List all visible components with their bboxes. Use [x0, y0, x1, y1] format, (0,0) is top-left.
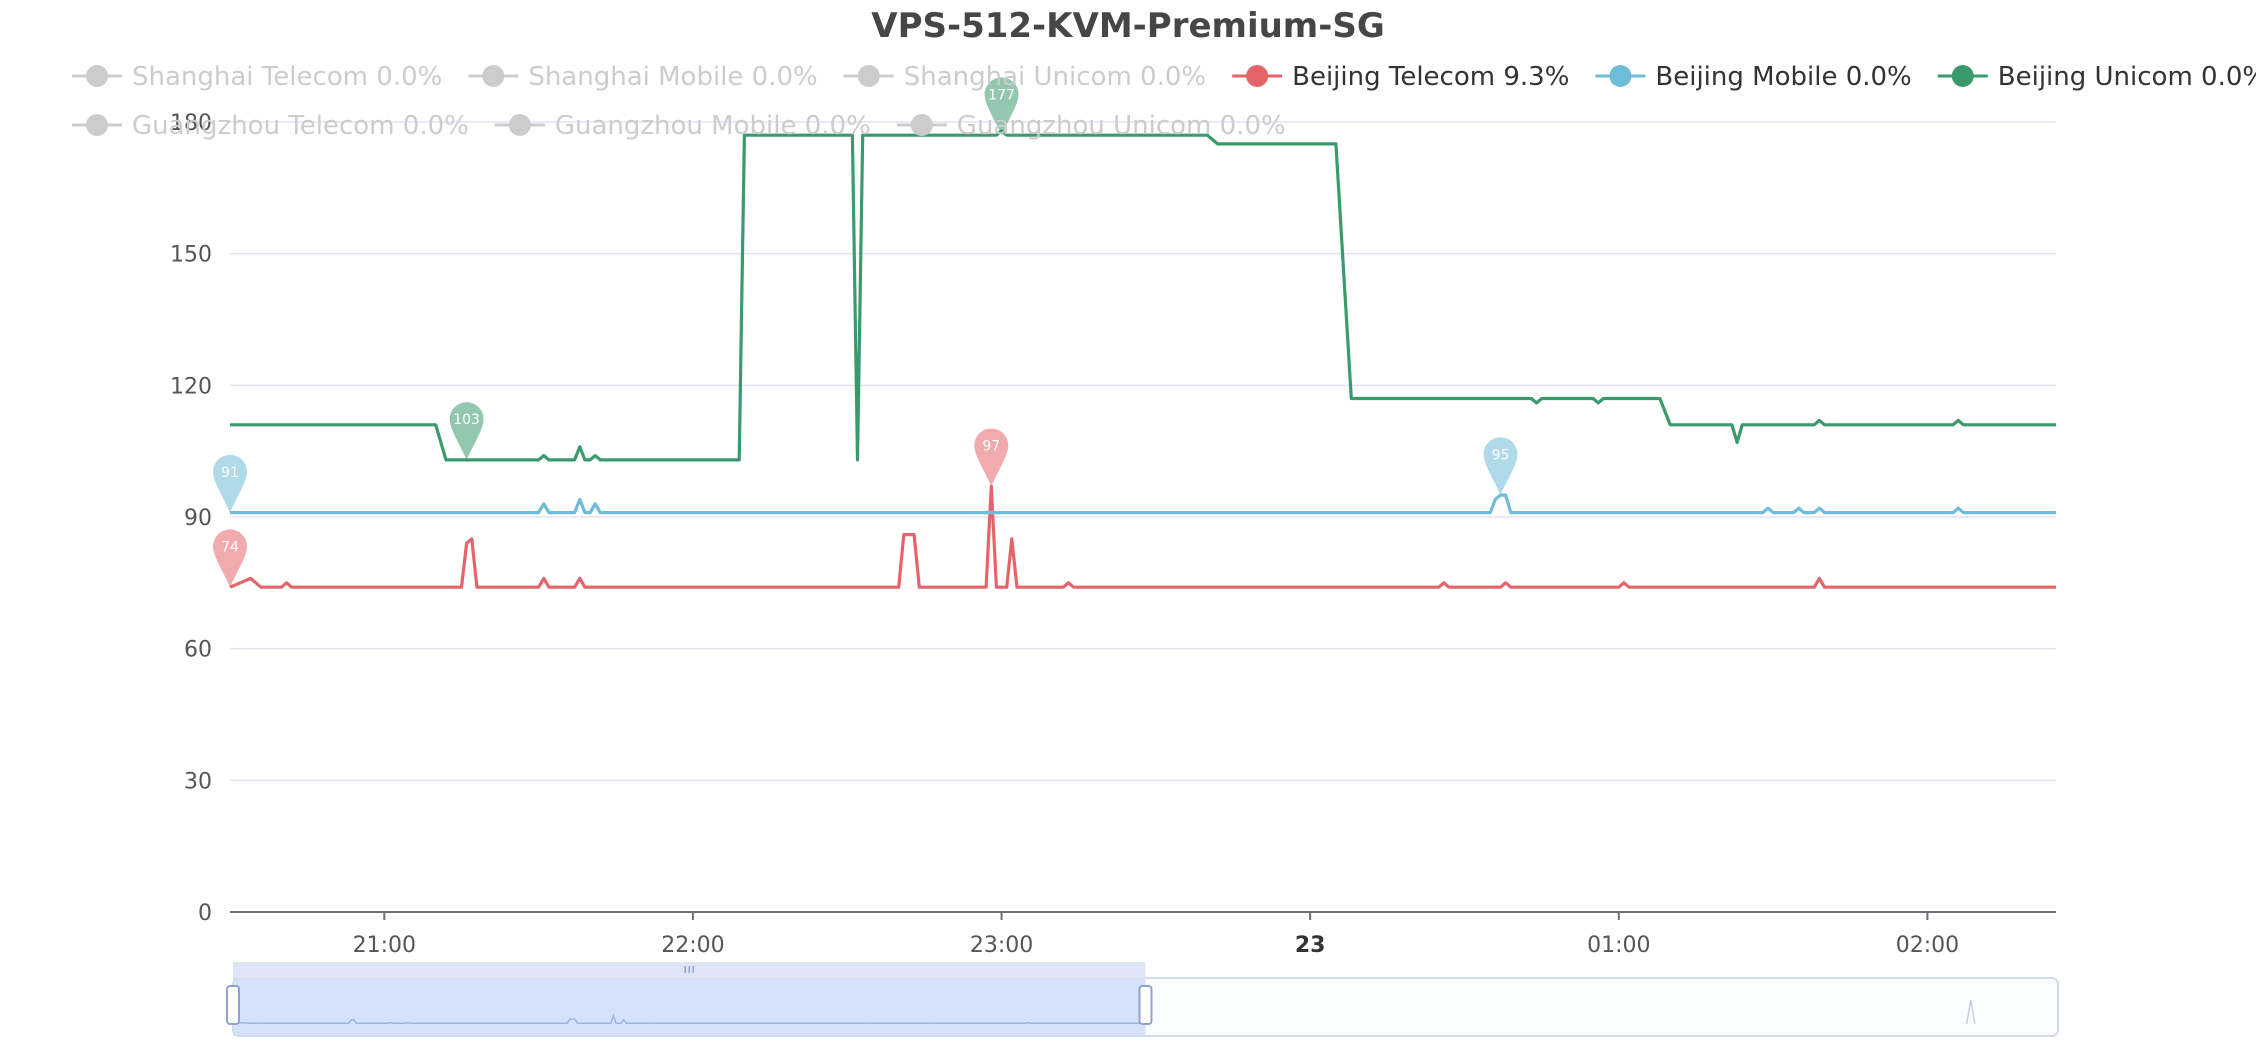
marker-pin [984, 77, 1019, 136]
marker-pins: 74 97 91 95 103 177 [213, 77, 1518, 588]
y-tick-label: 90 [184, 506, 212, 531]
zoom-handle[interactable] [1138, 985, 1153, 1025]
legend-dot-icon [86, 114, 108, 136]
x-tick-label: 23:00 [970, 933, 1033, 958]
marker-pin [1483, 437, 1518, 496]
legend-label: Shanghai Mobile 0.0% [528, 62, 817, 92]
marker-label: 103 [453, 412, 480, 428]
legend-item[interactable]: Shanghai Telecom 0.0% [72, 62, 442, 92]
x-tick-label: 21:00 [353, 933, 416, 958]
legend-label: Guangzhou Unicom 0.0% [957, 111, 1286, 141]
y-tick-label: 120 [170, 374, 212, 399]
data-zoom-slider[interactable] [226, 962, 2059, 1037]
y-tick-label: 30 [184, 769, 212, 794]
chart-title: VPS-512-KVM-Premium-SG [871, 6, 1385, 46]
y-tick-label: 0 [198, 901, 212, 926]
legend-dot-icon [508, 114, 531, 136]
x-tick-label: 22:00 [661, 933, 724, 958]
legend-label: Guangzhou Mobile 0.0% [555, 111, 871, 141]
marker-label: 95 [1492, 447, 1510, 463]
legend-dot-icon [910, 114, 933, 136]
y-tick-label: 180 [170, 111, 212, 136]
legend-item[interactable]: Guangzhou Telecom 0.0% [72, 111, 469, 141]
zoom-preview-line [232, 1013, 1146, 1025]
legend-item[interactable]: Beijing Mobile 0.0% [1595, 62, 1912, 92]
marker-pin [213, 529, 247, 588]
legend-item[interactable]: Shanghai Mobile 0.0% [468, 62, 818, 92]
legend-dot-icon [482, 65, 505, 87]
legend-dot-icon [1951, 65, 1974, 87]
series-lines [229, 129, 2056, 589]
legend-item[interactable]: Guangzhou Unicom 0.0% [896, 111, 1286, 141]
legend-label: Shanghai Unicom 0.0% [904, 62, 1206, 92]
legend-dot-icon [857, 65, 880, 87]
series-line-beijing-mobile [230, 493, 2056, 515]
legend-item[interactable]: Beijing Unicom 0.0% [1937, 62, 2256, 92]
legend-item[interactable]: Guangzhou Mobile 0.0% [494, 111, 871, 141]
series-line-beijing-telecom [229, 484, 2056, 589]
x-tick-label: 01:00 [1587, 933, 1650, 958]
legend-dot-icon [86, 65, 108, 87]
zoom-handle[interactable] [226, 985, 240, 1025]
legend-label: Beijing Unicom 0.0% [1998, 62, 2256, 92]
y-tick-label: 60 [184, 638, 212, 663]
marker-pin [213, 454, 247, 513]
marker-pin [449, 402, 484, 460]
legend-item[interactable]: Beijing Telecom 9.3% [1232, 62, 1569, 92]
legend-label: Beijing Telecom 9.3% [1292, 62, 1569, 92]
grid-lines [230, 121, 2056, 782]
marker-label: 97 [982, 438, 1000, 454]
legend-label: Guangzhou Telecom 0.0% [132, 111, 469, 141]
zoom-selected-range [233, 978, 1146, 1036]
legend-label: Shanghai Telecom 0.0% [132, 62, 442, 92]
x-tick-label: 02:00 [1896, 933, 1959, 958]
legend-label: Beijing Mobile 0.0% [1655, 62, 1911, 92]
series-line-beijing-unicom [230, 129, 2056, 462]
marker-label: 177 [988, 87, 1015, 103]
legend-item[interactable]: Shanghai Unicom 0.0% [843, 62, 1206, 92]
marker-label: 91 [221, 465, 239, 481]
legend[interactable]: Shanghai Telecom 0.0% Shanghai Mobile 0.0… [72, 62, 2256, 141]
zoom-preview-line [1966, 999, 1976, 1025]
marker-pin [974, 428, 1009, 487]
legend-dot-icon [1246, 65, 1269, 87]
marker-label: 74 [221, 539, 239, 555]
x-tick-label: 23 [1295, 933, 1326, 958]
legend-dot-icon [1609, 65, 1632, 87]
y-tick-label: 150 [170, 243, 212, 268]
axes: 0 30 60 90 120 150 180 21:00 22:00 23:00 23 01:00 02… [170, 111, 2056, 958]
